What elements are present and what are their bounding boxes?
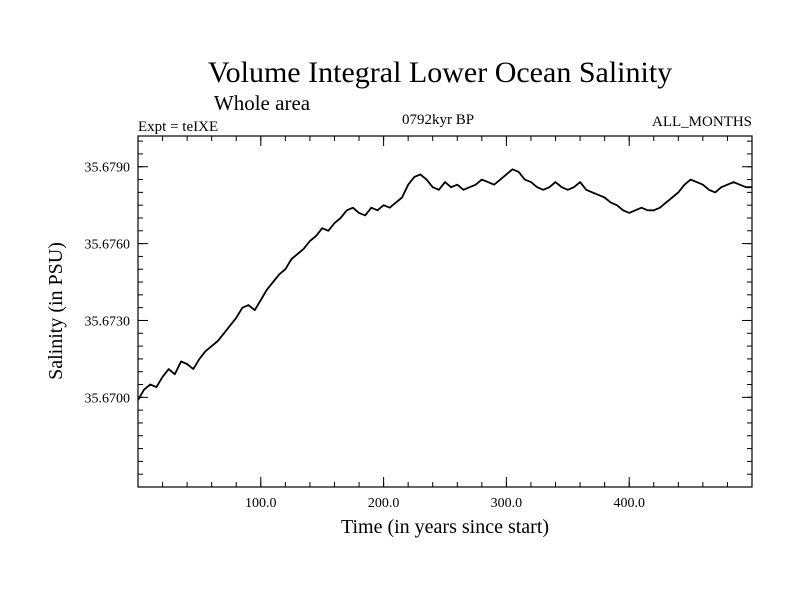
y-tick-label: 35.6790	[85, 161, 131, 176]
y-axis-label: Salinity (in PSU)	[45, 242, 67, 380]
chart-subtitle: Whole area	[214, 91, 311, 115]
y-tick-labels: 35.6700 35.6730 35.6760 35.6790	[85, 161, 131, 407]
y-tick-label: 35.6760	[85, 238, 131, 253]
axis-ticks	[138, 136, 752, 487]
x-tick-label: 400.0	[613, 496, 645, 511]
plot-frame	[137, 135, 753, 488]
x-tick-label: 300.0	[491, 496, 523, 511]
y-tick-label: 35.6730	[85, 314, 131, 329]
x-tick-label: 100.0	[245, 496, 277, 511]
x-tick-labels: 100.0 200.0 300.0 400.0	[245, 496, 645, 511]
chart-title: Volume Integral Lower Ocean Salinity	[208, 56, 672, 89]
header-center-label: 0792kyr BP	[402, 112, 474, 128]
x-axis-label: Time (in years since start)	[341, 516, 549, 538]
y-tick-label: 35.6700	[85, 391, 131, 406]
header-left-label: Expt = teIXE	[138, 119, 218, 135]
x-tick-label: 200.0	[368, 496, 400, 511]
series-line	[137, 168, 752, 401]
header-right-label: ALL_MONTHS	[652, 114, 752, 130]
